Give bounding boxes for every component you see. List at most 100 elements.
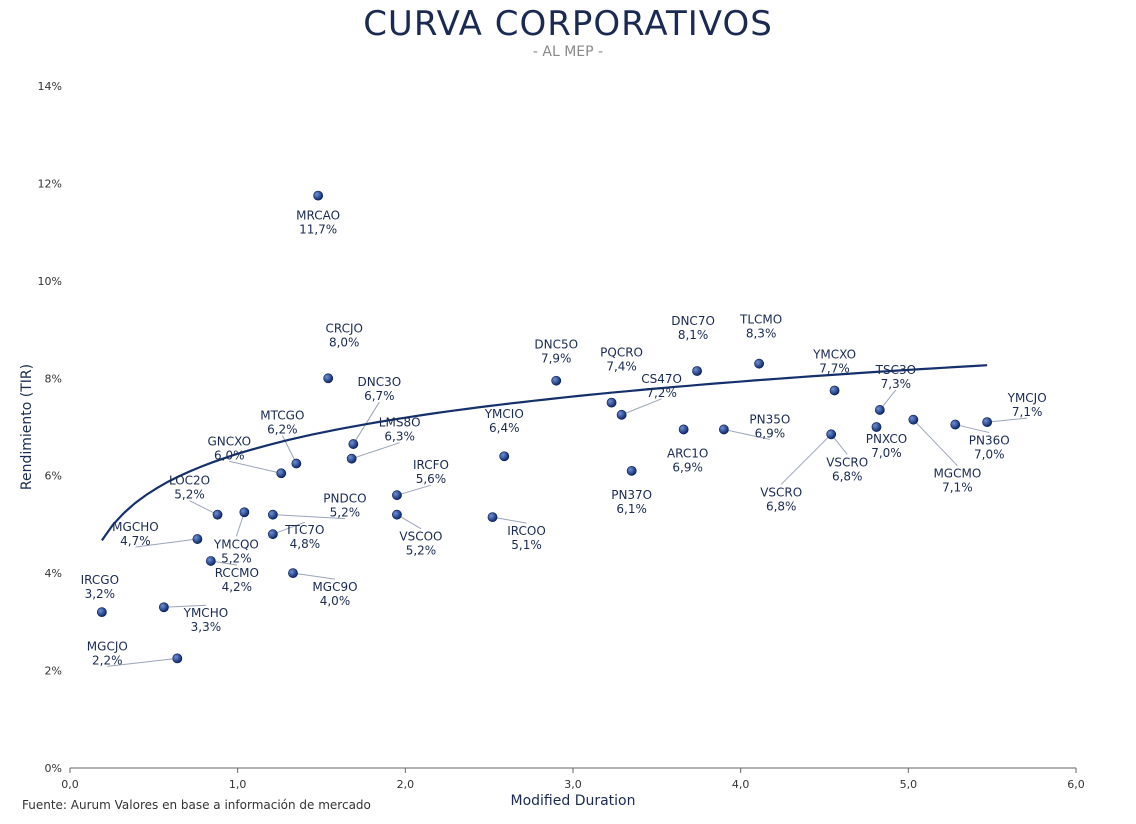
data-point[interactable]: [291, 458, 302, 469]
data-point[interactable]: [346, 453, 357, 464]
point-label-name: IRCGO: [81, 573, 119, 587]
label-leader-line: [621, 398, 662, 416]
point-label-name: PN36O: [969, 434, 1010, 448]
point-label-name: YMCJO: [1007, 391, 1047, 405]
point-label-name: YMCXO: [812, 347, 856, 361]
point-label-name: PQCRO: [600, 346, 643, 360]
data-points: [96, 190, 993, 664]
point-label-name: YMCIO: [484, 407, 524, 421]
data-point[interactable]: [692, 366, 702, 376]
point-label-value: 4,7%: [120, 534, 151, 548]
point-label-value: 3,3%: [191, 620, 222, 634]
point-label-name: MTCGO: [260, 409, 304, 423]
data-point[interactable]: [678, 424, 689, 435]
label-leaders: [107, 389, 1028, 667]
data-point[interactable]: [158, 602, 169, 613]
point-label-name: VSCOO: [399, 530, 442, 544]
data-point[interactable]: [908, 414, 919, 425]
y-tick-label: 8%: [45, 372, 62, 385]
point-label-value: 5,2%: [330, 506, 361, 520]
point-label-name: MRCAO: [296, 209, 340, 223]
data-point[interactable]: [239, 507, 250, 518]
point-label-name: TLCMO: [739, 313, 782, 327]
label-leader-line: [163, 604, 206, 608]
point-label-value: 5,6%: [416, 472, 447, 486]
data-point[interactable]: [288, 568, 298, 579]
point-label-value: 6,9%: [755, 426, 786, 440]
data-point[interactable]: [96, 607, 107, 618]
point-label-name: MGCMO: [933, 467, 981, 481]
point-label-value: 6,3%: [384, 430, 415, 444]
data-point[interactable]: [313, 190, 324, 201]
label-leader-line: [723, 428, 771, 440]
point-label-name: LOC2O: [169, 474, 210, 488]
point-label-name: PNDCO: [323, 492, 366, 506]
label-leader-line: [780, 433, 832, 485]
label-leader-line: [396, 484, 432, 496]
data-point[interactable]: [719, 424, 729, 435]
data-point[interactable]: [499, 451, 510, 462]
point-label-name: LMS8O: [379, 416, 421, 430]
data-point[interactable]: [826, 429, 837, 440]
point-label-name: DNC7O: [671, 314, 715, 328]
point-label-value: 6,4%: [489, 421, 520, 435]
data-point[interactable]: [626, 465, 637, 476]
data-point[interactable]: [754, 358, 765, 369]
source-note: Fuente: Aurum Valores en base a informac…: [22, 798, 371, 812]
point-label-name: RCCMO: [215, 566, 259, 580]
point-label-value: 6,8%: [832, 469, 863, 483]
point-label-value: 7,7%: [819, 361, 850, 375]
data-point[interactable]: [982, 417, 993, 428]
point-label-name: TSC3O: [875, 363, 916, 377]
data-point[interactable]: [392, 490, 402, 501]
point-label-name: DNC5O: [534, 338, 578, 352]
chart-subtitle: - AL MEP -: [532, 44, 604, 60]
point-label-name: CS47O: [641, 372, 682, 386]
data-point[interactable]: [267, 529, 278, 540]
data-point[interactable]: [323, 373, 334, 384]
data-point[interactable]: [871, 422, 882, 432]
data-point[interactable]: [276, 468, 287, 479]
data-point[interactable]: [616, 409, 627, 420]
point-label-value: 6,2%: [267, 423, 298, 437]
point-label-name: PN37O: [611, 488, 652, 502]
data-point[interactable]: [212, 509, 223, 520]
label-leader-line: [492, 516, 527, 524]
trend-curve: [101, 364, 988, 542]
point-label-value: 5,2%: [221, 551, 252, 565]
point-label-value: 4,8%: [290, 537, 321, 551]
point-label-name: YMCQO: [213, 537, 259, 551]
data-point[interactable]: [172, 653, 183, 664]
label-leader-line: [955, 424, 990, 434]
point-label-value: 6,7%: [364, 389, 395, 403]
point-label-name: PNXCO: [866, 432, 907, 446]
point-label-value: 7,1%: [942, 481, 973, 495]
data-point[interactable]: [950, 419, 961, 430]
point-label-value: 7,0%: [871, 446, 902, 460]
data-point[interactable]: [267, 509, 278, 520]
data-point[interactable]: [606, 397, 617, 408]
point-label-value: 7,9%: [541, 352, 572, 366]
data-point[interactable]: [192, 534, 203, 544]
data-point[interactable]: [487, 512, 498, 523]
data-point[interactable]: [205, 556, 216, 566]
axes: 0,0 1,0 2,0 3,0 4,0 5,0 6,0 0% 2% 4% 6% 8% 10% 12% 14%: [38, 80, 1085, 791]
y-tick-label: 10%: [38, 275, 62, 288]
x-tick-label: 5,0: [900, 778, 918, 791]
y-tick-label: 6%: [45, 470, 62, 483]
data-point[interactable]: [829, 385, 840, 396]
label-leader-line: [272, 521, 306, 535]
data-point[interactable]: [348, 439, 359, 449]
point-label-value: 2,2%: [92, 653, 123, 667]
data-point[interactable]: [874, 405, 885, 415]
label-leader-line: [272, 514, 345, 520]
label-leader-line: [229, 460, 282, 474]
data-point[interactable]: [392, 509, 402, 520]
data-point[interactable]: [551, 375, 562, 386]
point-label-name: CRCJO: [325, 321, 362, 335]
point-label-value: 7,2%: [646, 386, 677, 400]
point-label-value: 11,7%: [299, 223, 337, 237]
label-leader-line: [913, 419, 958, 467]
